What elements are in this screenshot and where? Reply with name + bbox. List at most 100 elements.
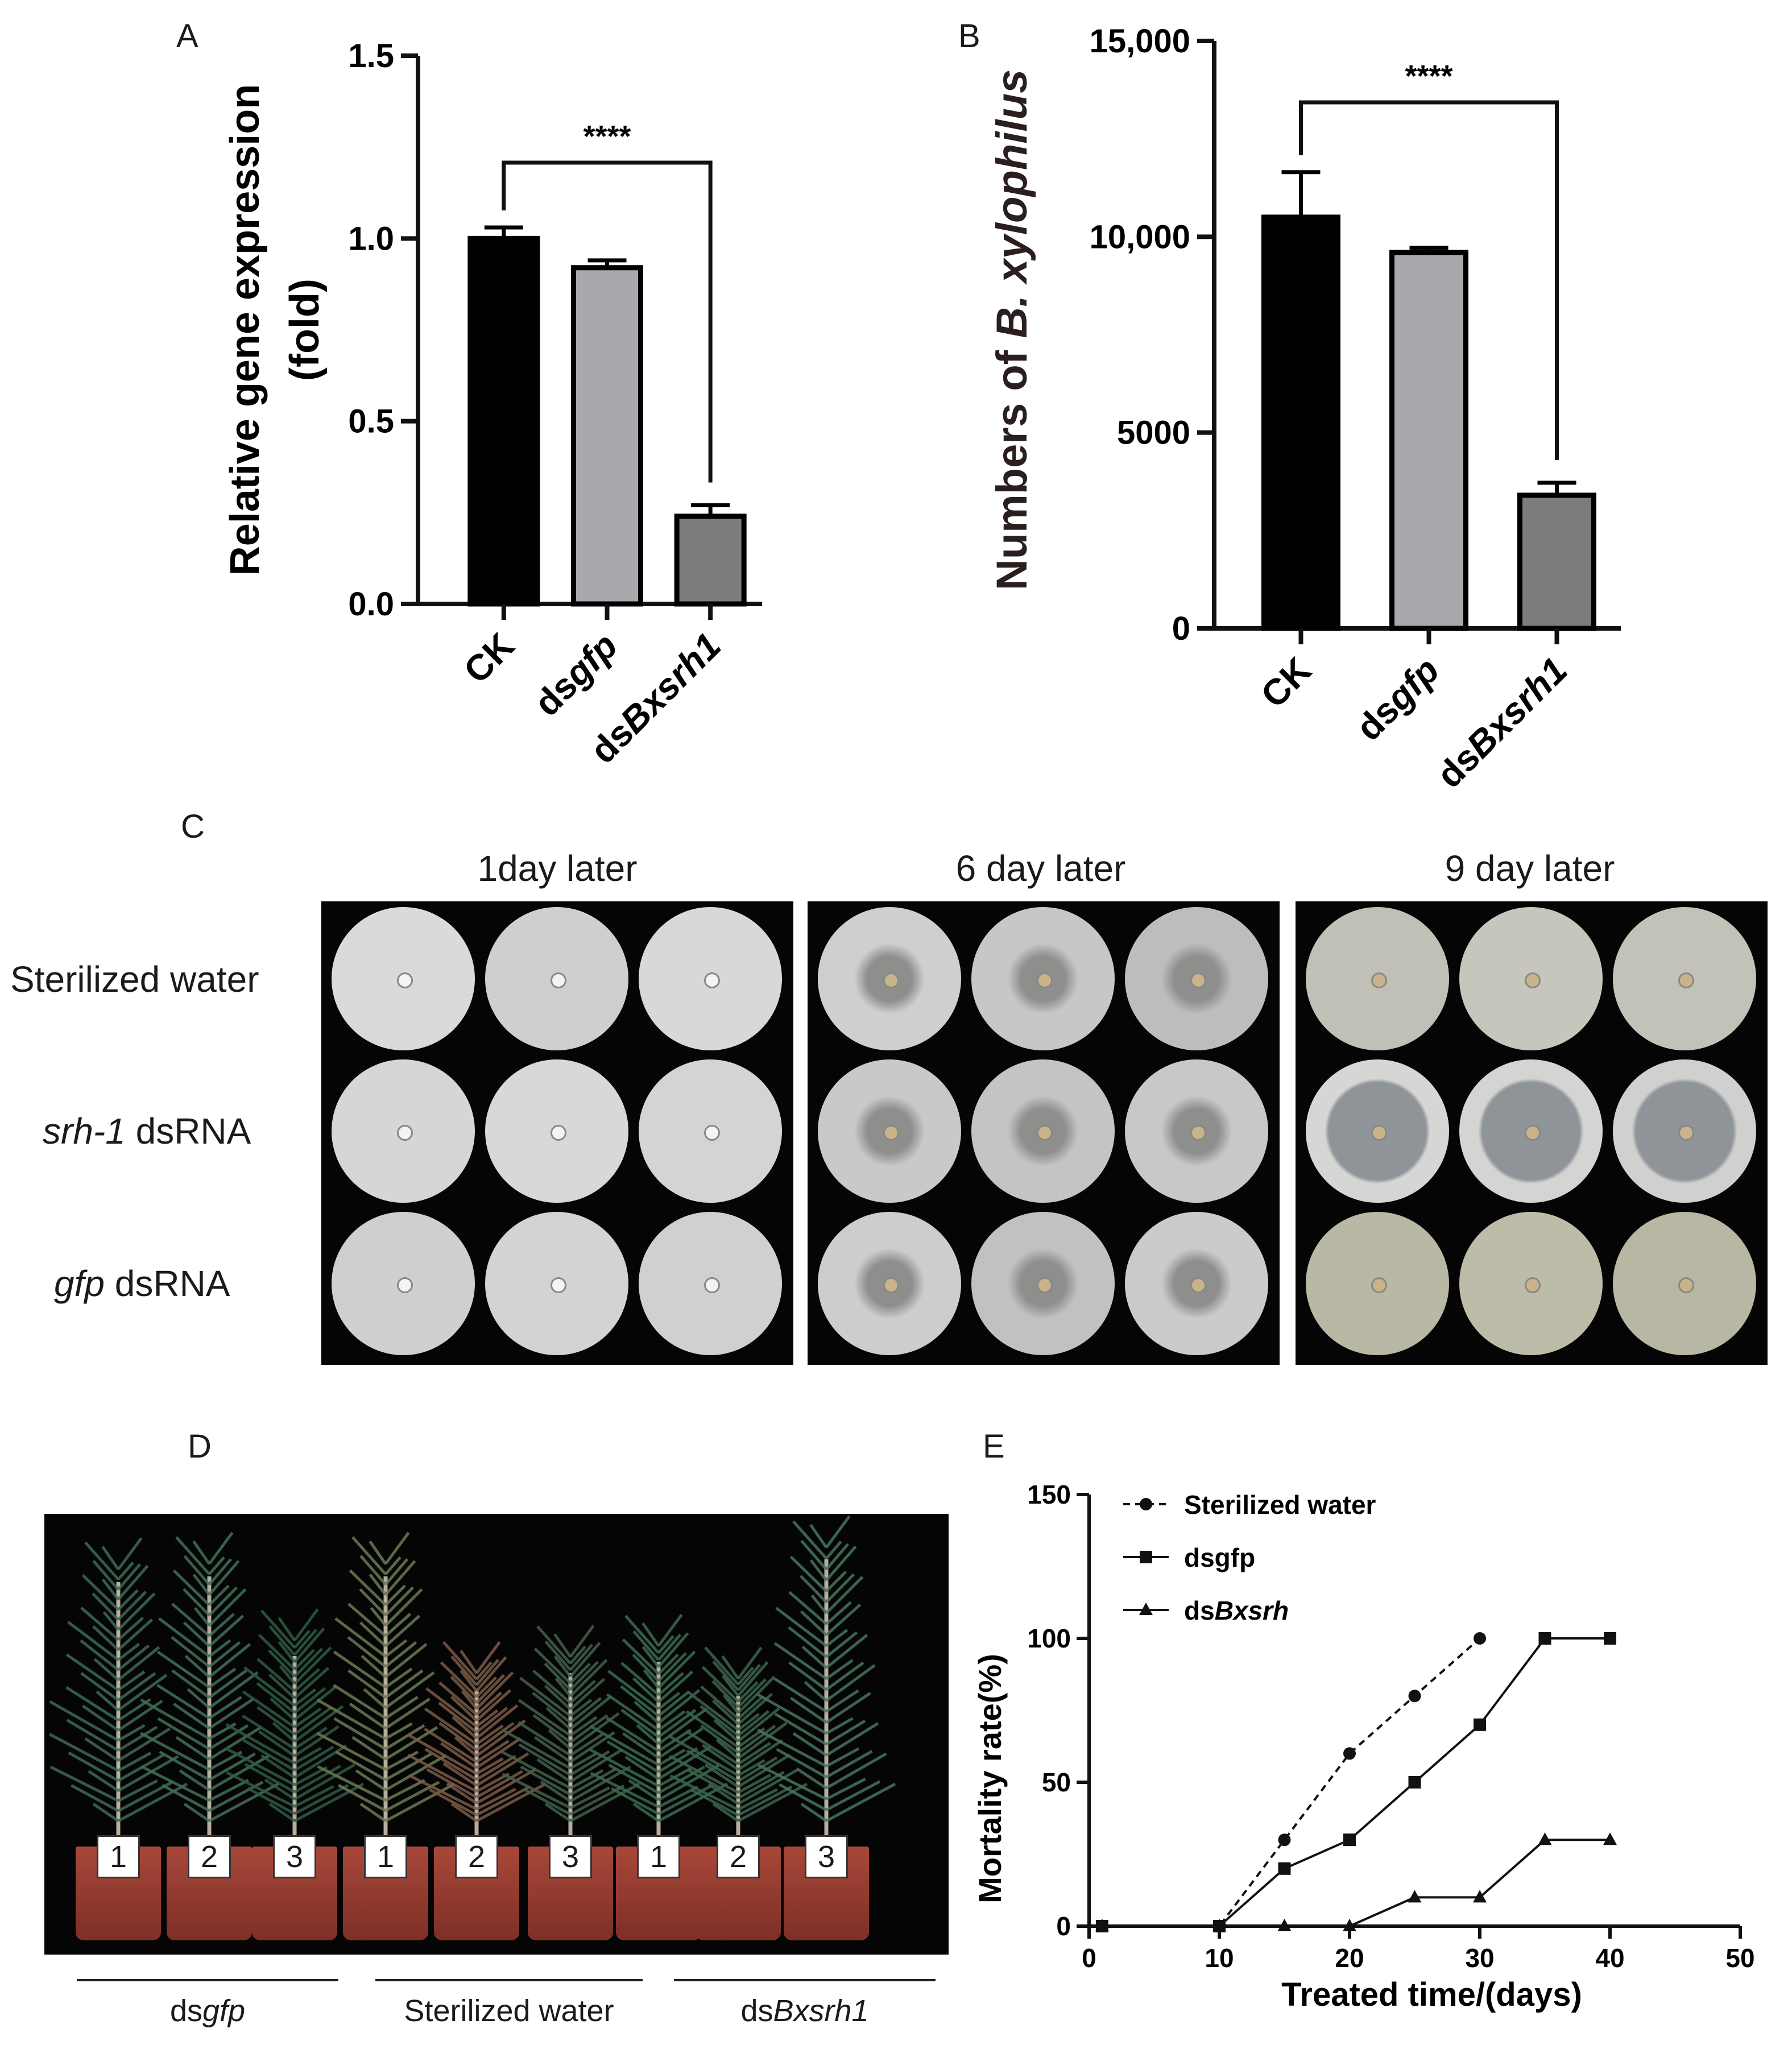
pine-needle-cluster bbox=[293, 1688, 317, 1707]
pot-number-tag: 3 bbox=[273, 1835, 316, 1878]
pine-needle-cluster bbox=[293, 1628, 318, 1656]
pine-needle-cluster bbox=[622, 1732, 660, 1760]
pine-needle-cluster bbox=[532, 1670, 572, 1704]
pine-needle-cluster bbox=[685, 1729, 739, 1766]
pine-needle-cluster bbox=[536, 1758, 572, 1783]
pine-needle-cluster bbox=[721, 1655, 740, 1680]
pine-needle-cluster bbox=[825, 1717, 854, 1735]
group-label-italic: gfp bbox=[202, 1994, 246, 2028]
pine-needle-cluster bbox=[359, 1588, 387, 1617]
pine-needle-cluster bbox=[334, 1617, 387, 1658]
data-point bbox=[1278, 1862, 1291, 1875]
pine-needle-cluster bbox=[475, 1724, 504, 1746]
pine-needle-cluster bbox=[461, 1690, 478, 1710]
pine-needle-cluster bbox=[384, 1722, 413, 1740]
pine-needle-cluster bbox=[825, 1541, 842, 1560]
pine-needle-cluster bbox=[293, 1765, 341, 1794]
pine-needle-cluster bbox=[475, 1704, 519, 1740]
pine-needle-cluster bbox=[359, 1555, 387, 1586]
pine-needle-cluster bbox=[737, 1768, 799, 1806]
pine-needle-cluster bbox=[669, 1774, 739, 1811]
inoculation-point bbox=[883, 1277, 899, 1293]
pine-needle-cluster bbox=[825, 1777, 866, 1800]
pine-needle-cluster bbox=[704, 1646, 739, 1686]
x-tick-label: dsgfp bbox=[1348, 649, 1447, 748]
data-point bbox=[1603, 1832, 1617, 1845]
pine-needle-cluster bbox=[611, 1787, 660, 1815]
pine-needle-cluster bbox=[426, 1768, 478, 1799]
pine-needle-cluster bbox=[657, 1710, 686, 1732]
pine-needle-cluster bbox=[800, 1575, 827, 1604]
pine-needle-cluster bbox=[183, 1555, 210, 1586]
legend-marker bbox=[1140, 1498, 1152, 1510]
pine-needle-cluster bbox=[622, 1638, 660, 1675]
pine-needle-cluster bbox=[440, 1661, 478, 1698]
pine-needle-cluster bbox=[140, 1765, 210, 1802]
pine-needle-cluster bbox=[701, 1744, 739, 1771]
pine-needle-cluster bbox=[632, 1802, 660, 1823]
pot-number-tag: 3 bbox=[549, 1835, 592, 1878]
pine-needle-cluster bbox=[384, 1586, 415, 1617]
pine-needle-cluster bbox=[446, 1782, 478, 1804]
pine-needle-cluster bbox=[454, 1736, 478, 1757]
pine-needle-cluster bbox=[208, 1586, 238, 1617]
data-point bbox=[1604, 1632, 1616, 1645]
pine-needle-cluster bbox=[226, 1771, 296, 1808]
pine-needle-cluster bbox=[825, 1571, 847, 1592]
pine-needle-cluster bbox=[270, 1698, 296, 1721]
pine-needle-cluster bbox=[475, 1737, 522, 1769]
pine-needle-cluster bbox=[67, 1621, 119, 1661]
pine-needle-cluster bbox=[424, 1728, 478, 1763]
pine-needle-cluster bbox=[101, 1546, 120, 1571]
pine-needle-cluster bbox=[792, 1520, 827, 1560]
y-tick-label: 5000 bbox=[1117, 415, 1190, 452]
pine-needle-cluster bbox=[792, 1732, 827, 1757]
panel-letter-c: C bbox=[181, 808, 205, 845]
pine-needle-cluster bbox=[825, 1750, 873, 1779]
seedling-illustration bbox=[49, 1515, 896, 1855]
group-label-sterilized-water: Sterilized water bbox=[375, 1993, 643, 2029]
pine-needle-cluster bbox=[208, 1782, 279, 1823]
pine-needle-cluster bbox=[208, 1726, 262, 1761]
pine-needle-cluster bbox=[384, 1641, 417, 1668]
y-tick-label: 150 bbox=[1027, 1480, 1071, 1509]
pine-needle-cluster bbox=[92, 1592, 119, 1621]
pine-needle-cluster bbox=[642, 1646, 660, 1668]
pine-needle-cluster bbox=[569, 1748, 623, 1783]
pine-needle-cluster bbox=[569, 1786, 610, 1810]
inoculation-point bbox=[397, 972, 413, 988]
bar bbox=[467, 235, 540, 607]
pine-needle-cluster bbox=[776, 1748, 827, 1779]
pine-needle-cluster bbox=[825, 1603, 862, 1636]
pine-needle-cluster bbox=[685, 1710, 739, 1749]
pine-needle-cluster bbox=[208, 1752, 256, 1781]
pine-needle-cluster bbox=[475, 1721, 515, 1752]
pot-number-tag: 1 bbox=[637, 1835, 680, 1878]
pine-needle-cluster bbox=[117, 1646, 160, 1682]
pine-needle-cluster bbox=[117, 1563, 142, 1591]
pine-needle-cluster bbox=[208, 1669, 247, 1699]
pine-needle-cluster bbox=[172, 1703, 210, 1730]
pine-needle-cluster bbox=[825, 1661, 864, 1691]
pine-needle-cluster bbox=[775, 1607, 827, 1647]
pine-needle-cluster bbox=[501, 1750, 572, 1790]
group-label-italic: Bxsrh1 bbox=[773, 1994, 869, 2028]
y-tick-label: 1.5 bbox=[348, 38, 394, 74]
pine-needle-cluster bbox=[475, 1757, 504, 1775]
pine-needle-cluster bbox=[208, 1639, 231, 1658]
pine-needle-cluster bbox=[789, 1696, 827, 1724]
pine-needle-cluster bbox=[569, 1752, 598, 1770]
x-tick-label: 20 bbox=[1335, 1943, 1364, 1973]
pine-needle-cluster bbox=[475, 1674, 506, 1704]
pine-needle-cluster bbox=[183, 1588, 210, 1617]
pine-needle-cluster bbox=[293, 1627, 325, 1663]
pine-needle-cluster bbox=[80, 1607, 119, 1641]
pine-needle-cluster bbox=[620, 1708, 660, 1738]
pine-needle-cluster bbox=[589, 1748, 660, 1787]
pine-needle-cluster bbox=[384, 1752, 432, 1781]
pine-needle-cluster bbox=[686, 1749, 739, 1783]
pine-needle-cluster bbox=[632, 1630, 660, 1661]
pine-needle-cluster bbox=[208, 1671, 259, 1709]
pine-needle-cluster bbox=[737, 1753, 791, 1789]
pine-needle-cluster bbox=[440, 1742, 478, 1769]
